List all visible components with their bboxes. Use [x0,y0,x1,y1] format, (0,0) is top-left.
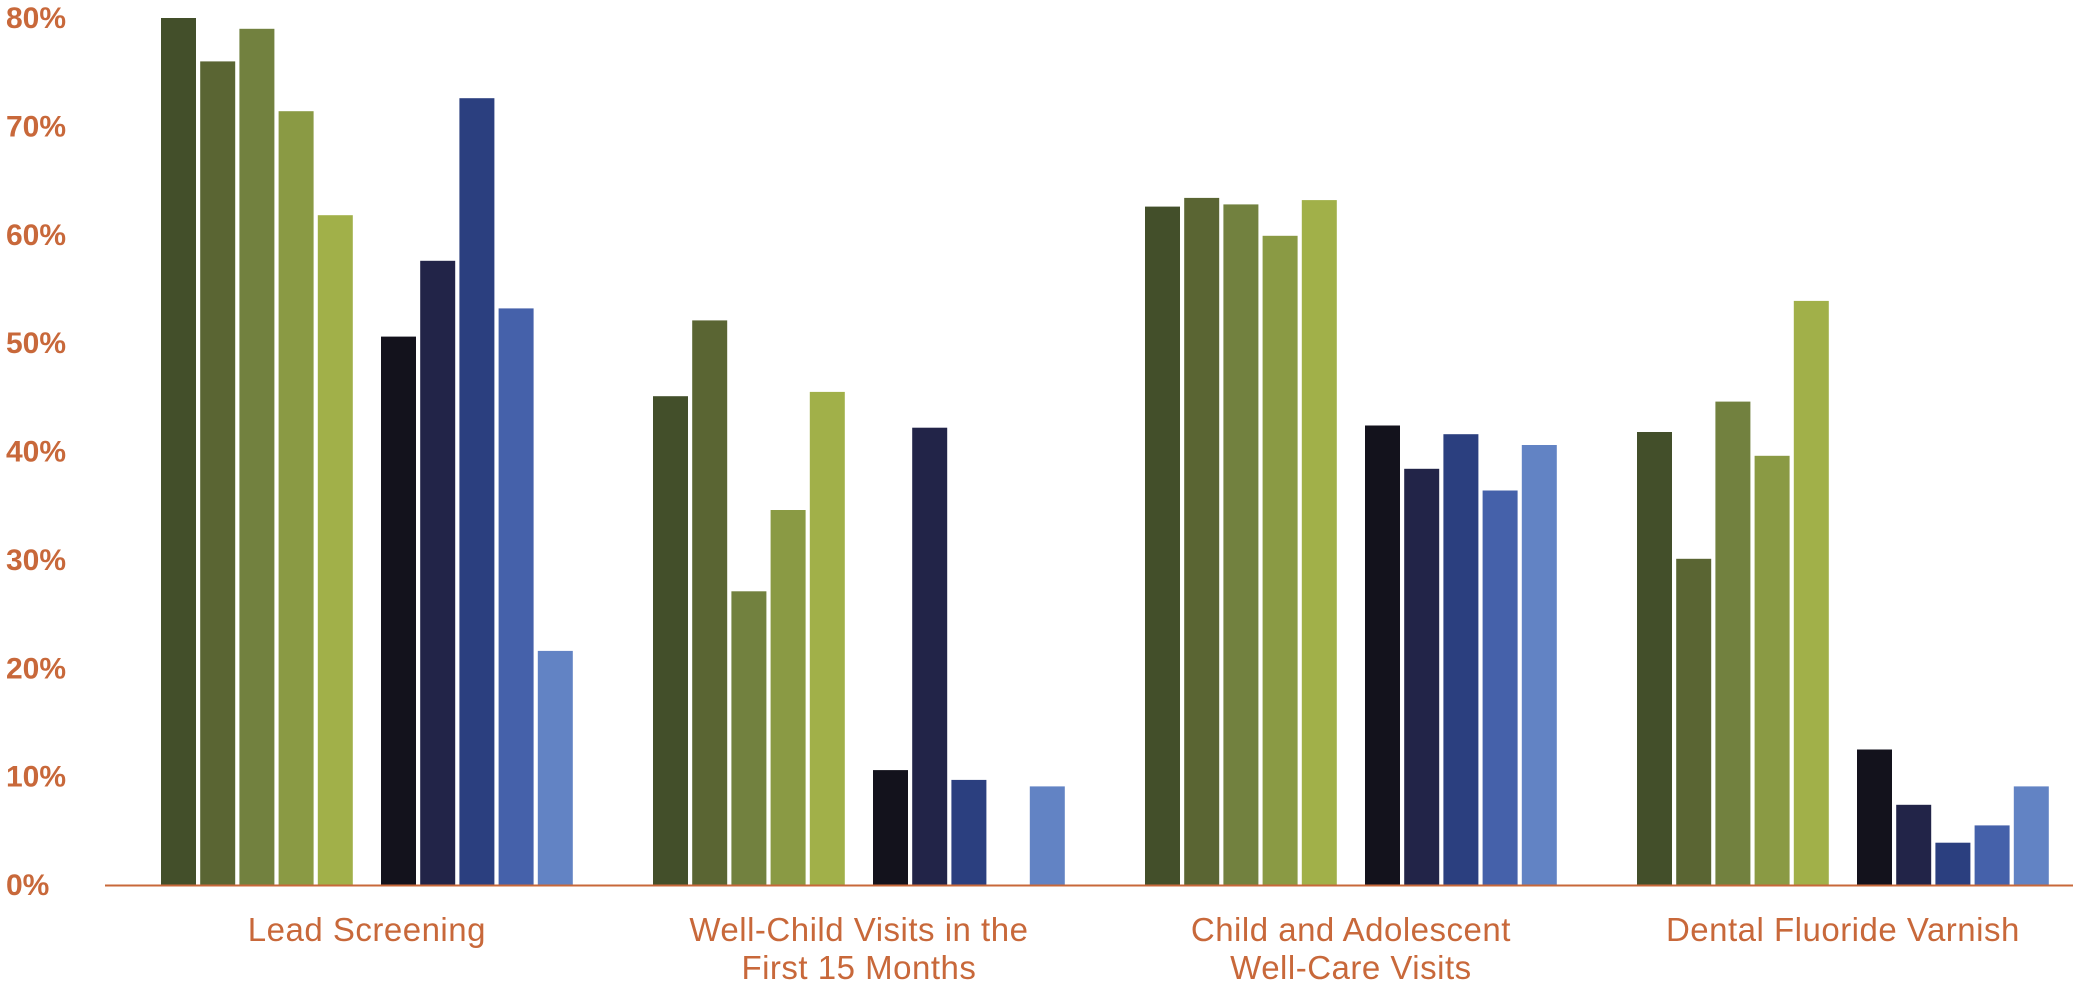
bar [1443,434,1479,885]
y-tick-label: 80% [6,2,66,35]
bar [239,28,275,886]
bar [731,591,767,885]
bar [1365,425,1400,885]
x-category-label: First 15 Months [741,949,976,983]
bar [278,111,314,885]
bar [912,427,948,885]
bar [1935,842,1971,885]
bar [873,770,908,885]
bar [1637,432,1672,885]
bar [1754,455,1790,885]
bar [692,320,728,885]
bar [1676,558,1712,885]
bar [1482,490,1518,885]
bar [770,510,806,885]
bar [1896,804,1932,885]
bar [459,98,495,885]
x-category-label: Dental Fluoride Varnish [1666,911,2020,948]
bar [1715,401,1751,885]
bar [2013,786,2049,885]
bar [1404,468,1440,885]
bar [951,779,987,885]
bar [420,260,456,885]
bar [537,650,573,885]
bar [1857,749,1892,885]
bar [498,308,534,885]
bar [1029,786,1065,885]
x-category-label: Lead Screening [248,911,486,948]
y-tick-label: 10% [6,761,66,794]
bar [1223,204,1259,885]
bars [161,18,2049,886]
bar [1521,445,1557,885]
bar [653,396,688,885]
bar [1184,197,1220,885]
bar [381,336,416,886]
bar [1793,300,1829,885]
bar [1145,206,1180,886]
y-tick-label: 20% [6,652,66,685]
y-tick-label: 70% [6,110,66,143]
bar [317,215,353,885]
x-category-label: Well-Child Visits in the [689,911,1028,948]
y-tick-label: 0% [6,869,49,902]
bar [1301,200,1337,886]
bar [161,18,196,885]
y-axis-labels: 0% 10% 20% 30% 40% 50% 60% 70% 80% [6,2,66,902]
y-tick-label: 40% [6,436,66,469]
y-tick-label: 50% [6,327,66,360]
y-tick-label: 60% [6,219,66,252]
category-labels: Lead Screening Well-Child Visits in theFi… [248,911,2020,983]
bar [809,391,845,885]
bar [1974,825,2010,885]
x-category-label: Child and Adolescent [1191,911,1511,948]
bar [200,61,236,885]
x-category-label: Well-Care Visits [1230,949,1472,983]
y-tick-label: 30% [6,544,66,577]
bar [1262,235,1298,886]
